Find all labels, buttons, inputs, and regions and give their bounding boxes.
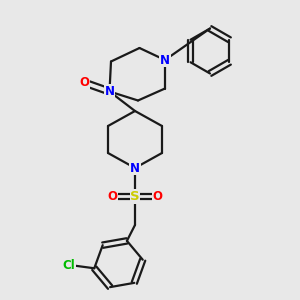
Text: O: O — [107, 190, 118, 203]
Text: N: N — [130, 161, 140, 175]
Text: O: O — [79, 76, 89, 89]
Text: N: N — [104, 85, 115, 98]
Text: O: O — [152, 190, 163, 203]
Text: N: N — [160, 53, 170, 67]
Text: Cl: Cl — [62, 259, 75, 272]
Text: S: S — [130, 190, 140, 203]
